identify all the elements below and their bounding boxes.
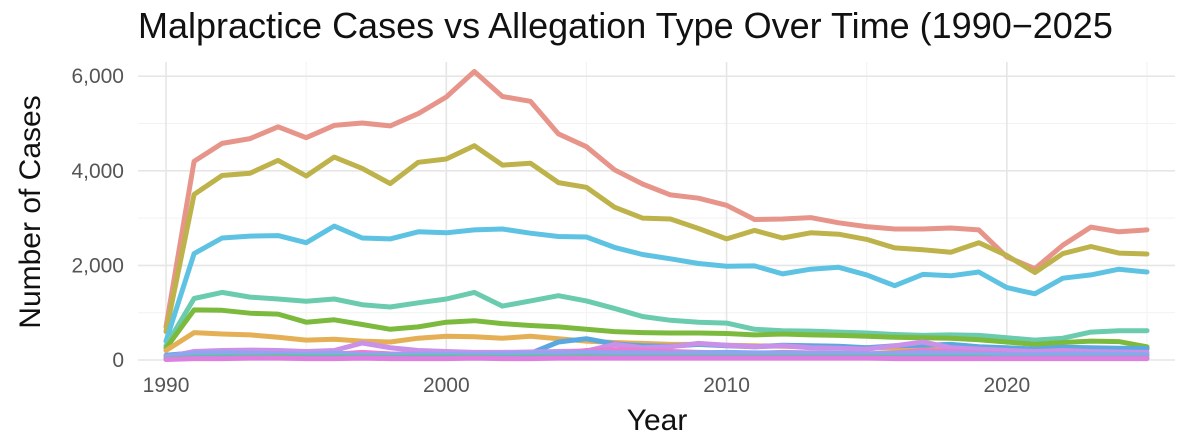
- y-tick-label: 6,000: [71, 65, 124, 88]
- x-tick-label: 2000: [423, 374, 470, 397]
- x-tick-labels: 1990 2000 2010 2020: [143, 374, 1031, 397]
- series-line-12: [163, 355, 1150, 362]
- series-line-5: [163, 307, 1150, 351]
- series-line-4: [163, 289, 1150, 349]
- y-tick-label: 0: [112, 349, 124, 372]
- y-axis-title: Number of Cases: [14, 95, 47, 328]
- series-line-2: [163, 143, 1150, 335]
- x-axis-title: Year: [627, 404, 688, 437]
- chart-title: Malpractice Cases vs Allegation Type Ove…: [138, 5, 1113, 46]
- y-tick-labels: 0 2,000 4,000 6,000: [71, 65, 124, 372]
- y-tick-label: 2,000: [71, 254, 124, 277]
- series-line-1: [163, 69, 1150, 330]
- series-lines: [163, 69, 1150, 362]
- x-tick-label: 2020: [983, 374, 1030, 397]
- series-line-3: [163, 223, 1150, 344]
- x-tick-label: 1990: [143, 374, 190, 397]
- series-line-10: [163, 349, 1150, 359]
- x-tick-label: 2010: [703, 374, 750, 397]
- y-tick-label: 4,000: [71, 160, 124, 183]
- grid: [138, 62, 1175, 361]
- series-line-8: [163, 339, 1150, 360]
